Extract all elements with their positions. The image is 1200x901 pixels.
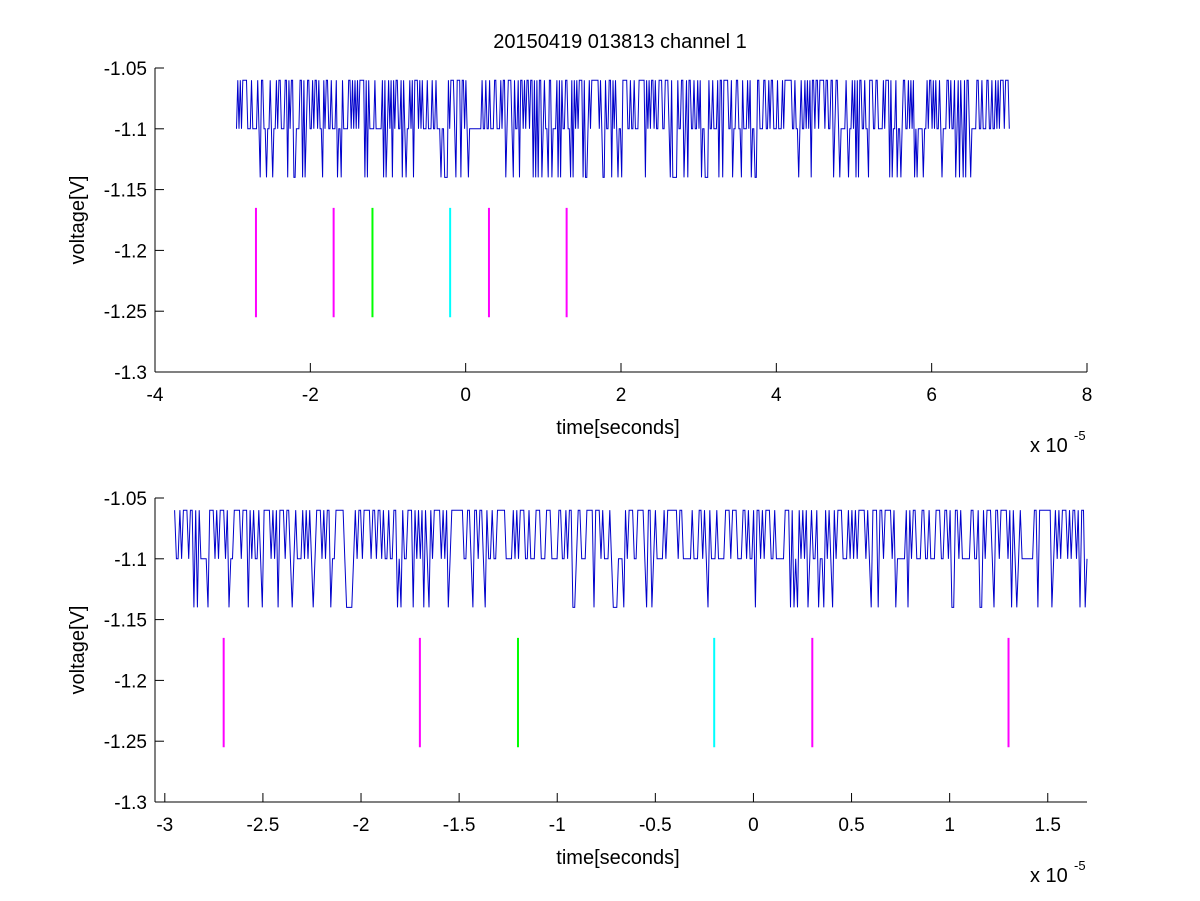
x-tick-label: -3 — [156, 815, 173, 836]
x-tick-label: 0 — [748, 815, 759, 836]
x-tick-label: 0.5 — [838, 815, 864, 836]
y-tick-label: -1.15 — [104, 181, 147, 202]
y-tick-label: -1.05 — [104, 59, 147, 80]
x-tick-label: 4 — [771, 385, 782, 406]
x-tick-label: -2 — [302, 385, 319, 406]
x-multiplier-base: x 10 — [1030, 865, 1068, 887]
x-tick-label: 6 — [926, 385, 937, 406]
y-tick-label: -1.25 — [104, 302, 147, 323]
y-tick-label: -1.15 — [104, 611, 147, 632]
y-tick-label: -1.2 — [114, 241, 147, 262]
y-axis-label: voltage[V] — [67, 606, 89, 695]
x-tick-label: -1 — [549, 815, 566, 836]
y-tick-label: -1.25 — [104, 732, 147, 753]
y-tick-label: -1.1 — [114, 120, 147, 141]
top-plot: -1.3 -1.25 -1.2 -1.15 -1.1 -1.05 -4 -2 0 2 4 6 8 time… — [67, 59, 1092, 457]
x-tick-label: -2.5 — [247, 815, 280, 836]
x-tick-label: 1.5 — [1035, 815, 1061, 836]
x-tick-label: -1.5 — [443, 815, 476, 836]
x-tick-label: 2 — [616, 385, 627, 406]
y-tick-label: -1.3 — [114, 793, 147, 814]
x-tick-label: 8 — [1082, 385, 1093, 406]
x-multiplier-power: -5 — [1074, 858, 1086, 873]
x-multiplier-base: x 10 — [1030, 435, 1068, 457]
x-tick-label: -2 — [353, 815, 370, 836]
bottom-plot: -1.3 -1.25 -1.2 -1.15 -1.1 -1.05 -3 -2.5 -2 -1.5 -… — [67, 489, 1088, 887]
signal-line — [174, 509, 1088, 608]
figure-title: 20150419 013813 channel 1 — [493, 31, 747, 53]
x-multiplier-power: -5 — [1074, 428, 1086, 443]
x-tick-label: 1 — [944, 815, 955, 836]
y-tick-label: -1.3 — [114, 363, 147, 384]
y-axis-label: voltage[V] — [67, 176, 89, 265]
x-axis-label: time[seconds] — [556, 847, 679, 869]
x-tick-label: 0 — [460, 385, 471, 406]
x-tick-label: -0.5 — [639, 815, 672, 836]
signal-line — [236, 79, 1010, 178]
x-axis-label: time[seconds] — [556, 417, 679, 439]
y-tick-label: -1.05 — [104, 489, 147, 510]
y-tick-label: -1.2 — [114, 671, 147, 692]
x-tick-label: -4 — [147, 385, 164, 406]
y-tick-label: -1.1 — [114, 550, 147, 571]
